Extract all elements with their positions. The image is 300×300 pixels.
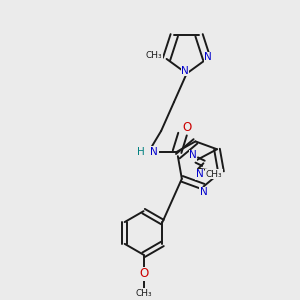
Text: CH₃: CH₃ (206, 170, 223, 179)
Text: N: N (189, 150, 197, 160)
Text: O: O (182, 121, 191, 134)
Text: H: H (136, 147, 144, 157)
Text: N: N (150, 147, 158, 157)
Text: N: N (196, 169, 204, 179)
Text: CH₃: CH₃ (135, 289, 152, 298)
Text: CH₃: CH₃ (146, 51, 162, 60)
Text: N: N (181, 66, 189, 76)
Text: N: N (205, 52, 212, 62)
Text: O: O (139, 267, 148, 280)
Text: N: N (200, 187, 207, 197)
